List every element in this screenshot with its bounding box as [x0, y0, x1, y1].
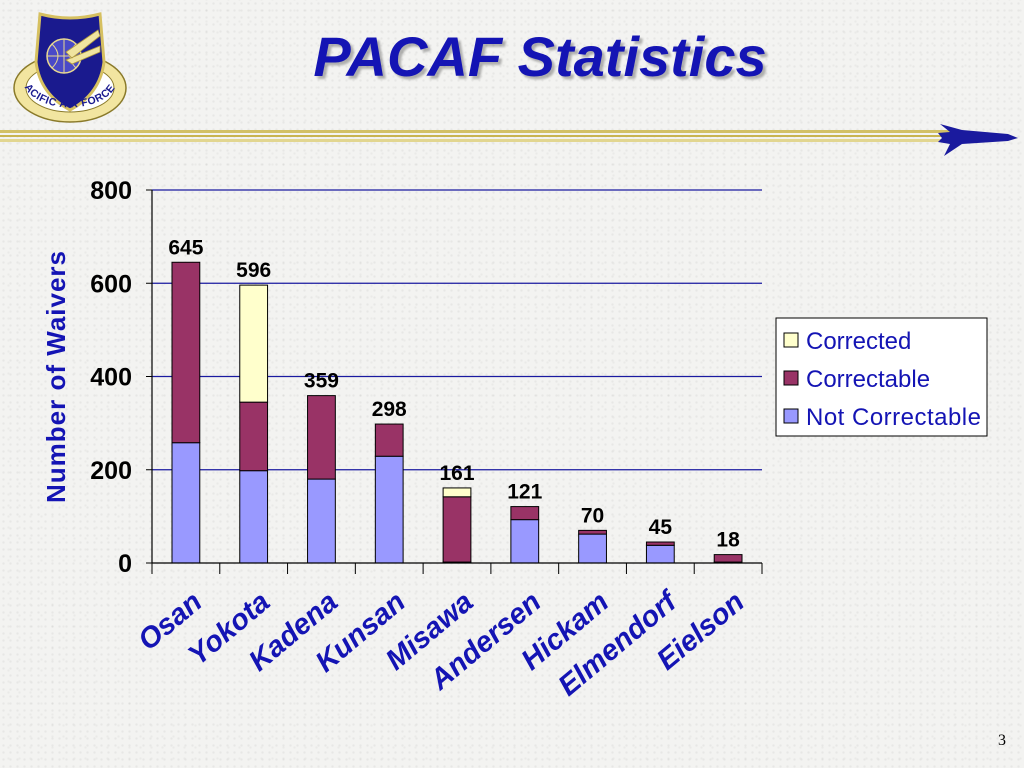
y-tick-label: 0	[118, 550, 132, 578]
y-tick-label: 800	[90, 177, 132, 205]
bar-segment-correctable	[510, 506, 540, 521]
bar-segment-not-correctable	[239, 470, 269, 564]
legend-swatch	[783, 370, 799, 386]
bar-total-label: 359	[304, 370, 339, 393]
bar-segment-not-correctable	[578, 533, 607, 564]
bar-total-label: 298	[372, 398, 407, 421]
pacaf-emblem-icon: PACIFIC AIR FORCES	[8, 6, 127, 123]
bar-segment-correctable	[442, 496, 472, 563]
y-tick-label: 600	[90, 270, 132, 298]
chart-legend: Corrected Correctable Not Correctable	[775, 317, 988, 437]
bar-segment-corrected	[239, 284, 269, 403]
legend-swatch	[783, 332, 799, 348]
bar-segment-correctable	[239, 401, 269, 472]
bar-segment-not-correctable	[510, 519, 540, 564]
bar-segment-correctable	[645, 541, 675, 546]
bar-segment-not-correctable	[307, 478, 336, 564]
legend-box	[775, 317, 988, 437]
legend-label: Not Correctable	[806, 404, 981, 431]
legend-label: Corrected	[806, 328, 911, 355]
chart-bars	[171, 261, 743, 564]
bar-total-label: 70	[581, 504, 604, 527]
bar-segment-not-correctable	[374, 455, 404, 564]
jet-aircraft-icon	[938, 124, 1018, 156]
bar-segment-correctable	[307, 395, 336, 480]
bar-segment-correctable	[171, 261, 201, 444]
slide-title: PACAF Statistics	[313, 25, 767, 88]
y-tick-label: 400	[90, 364, 132, 392]
bar-segment-correctable	[713, 554, 743, 563]
bar-total-label: 45	[649, 516, 673, 539]
bar-total-label: 596	[236, 259, 271, 282]
chart-axes	[146, 189, 763, 574]
bar-segment-correctable	[578, 529, 607, 535]
bar-total-label: 18	[716, 529, 740, 552]
bar-segment-not-correctable	[645, 544, 675, 564]
legend-swatch	[783, 408, 799, 424]
bar-total-label: 121	[507, 481, 542, 504]
bar-segment-corrected	[442, 487, 472, 498]
bar-total-label: 161	[439, 462, 474, 485]
bar-segment-not-correctable	[171, 442, 201, 564]
y-axis-title: Number of Waivers	[41, 250, 71, 503]
legend-label: Correctable	[806, 366, 930, 393]
header-rule	[0, 124, 1018, 156]
y-tick-label: 200	[90, 457, 132, 485]
page-number: 3	[998, 732, 1006, 749]
bar-segment-correctable	[374, 423, 404, 457]
bar-total-label: 645	[168, 236, 203, 259]
